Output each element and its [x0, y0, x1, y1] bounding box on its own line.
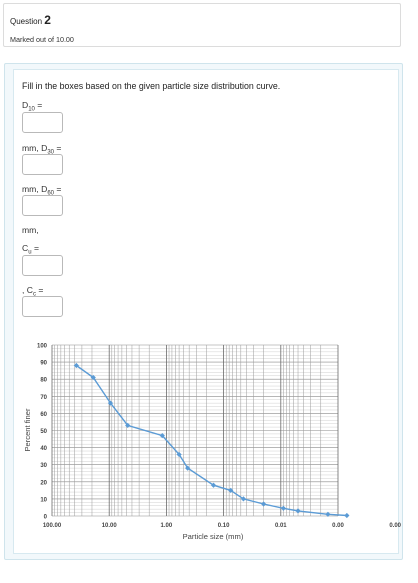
mm-label: mm, [22, 225, 39, 235]
d30-input[interactable] [22, 154, 63, 175]
cu-input[interactable] [22, 255, 63, 276]
question-content: Fill in the boxes based on the given par… [4, 63, 403, 560]
d60-input[interactable] [22, 195, 63, 216]
cc-input[interactable] [22, 296, 63, 317]
cc-label: , Cc = [22, 285, 44, 298]
marks-text: Marked out of 10.00 [10, 35, 74, 44]
d10-input[interactable] [22, 112, 63, 133]
question-info-panel: Question 2 Marked out of 10.00 [3, 3, 401, 47]
question-formulation: Fill in the boxes based on the given par… [13, 69, 399, 554]
question-label: Question [10, 17, 43, 26]
d60-label: mm, D60 = [22, 184, 62, 197]
question-text: Fill in the boxes based on the given par… [22, 81, 281, 91]
d30-label: mm, D30 = [22, 143, 62, 156]
question-number-value: 2 [44, 13, 51, 27]
question-number: Question 2 [10, 13, 51, 27]
d10-label: D10 = [22, 100, 43, 113]
cu-label: Cu = [22, 243, 39, 256]
